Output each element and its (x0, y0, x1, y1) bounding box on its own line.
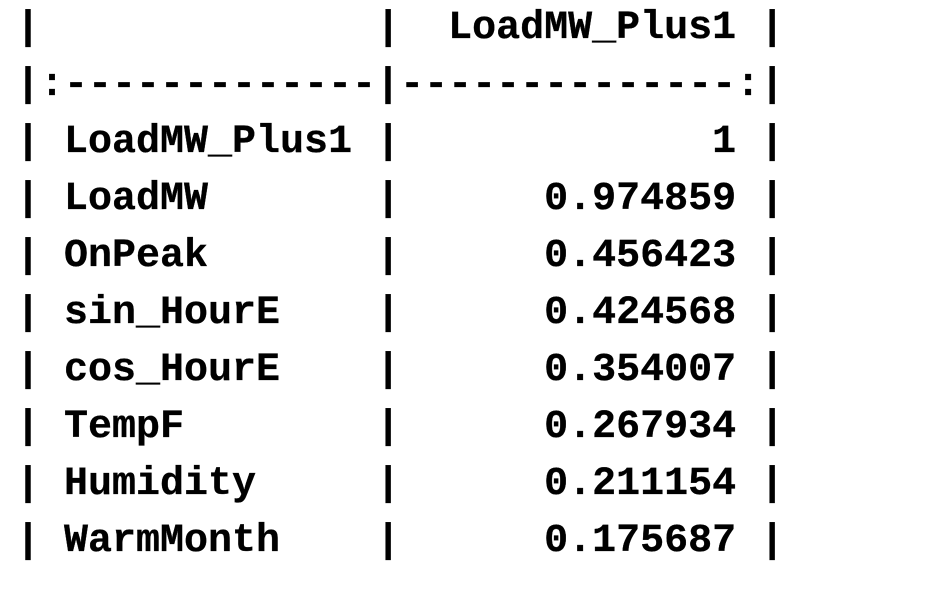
table-separator-row: |:-------------|--------------:| (16, 63, 785, 108)
row-value-cell: 0.424568 (400, 291, 761, 336)
row-value-cell: 1 (400, 120, 761, 165)
row-label-cell: OnPeak (40, 234, 377, 279)
row-value-cell: 0.456423 (400, 234, 761, 279)
index-header-cell (40, 6, 376, 51)
row-label-cell: sin_HourE (40, 291, 377, 336)
table-row: | OnPeak | 0.456423 | (16, 234, 785, 279)
row-value-cell: 0.175687 (400, 519, 761, 564)
table-row: | LoadMW | 0.974859 | (16, 177, 785, 222)
column-header-cell: LoadMW_Plus1 (400, 6, 761, 51)
row-value-cell: 0.974859 (400, 177, 761, 222)
row-label-cell: Humidity (40, 462, 377, 507)
markdown-table: | | LoadMW_Plus1 | |:-------------|------… (16, 0, 784, 570)
table-row: | Humidity | 0.211154 | (16, 462, 785, 507)
table-row: | TempF | 0.267934 | (16, 405, 785, 450)
row-label-cell: LoadMW_Plus1 (40, 120, 377, 165)
table-row: | LoadMW_Plus1 | 1 | (16, 120, 785, 165)
row-label-cell: cos_HourE (40, 348, 377, 393)
table-row: | cos_HourE | 0.354007 | (16, 348, 785, 393)
table-header-row: | | LoadMW_Plus1 | (16, 6, 785, 51)
row-label-cell: TempF (40, 405, 377, 450)
row-label-cell: WarmMonth (40, 519, 377, 564)
row-value-cell: 0.211154 (400, 462, 761, 507)
table-row: | WarmMonth | 0.175687 | (16, 519, 785, 564)
row-label-cell: LoadMW (40, 177, 377, 222)
table-row: | sin_HourE | 0.424568 | (16, 291, 785, 336)
row-value-cell: 0.354007 (400, 348, 761, 393)
row-value-cell: 0.267934 (400, 405, 761, 450)
